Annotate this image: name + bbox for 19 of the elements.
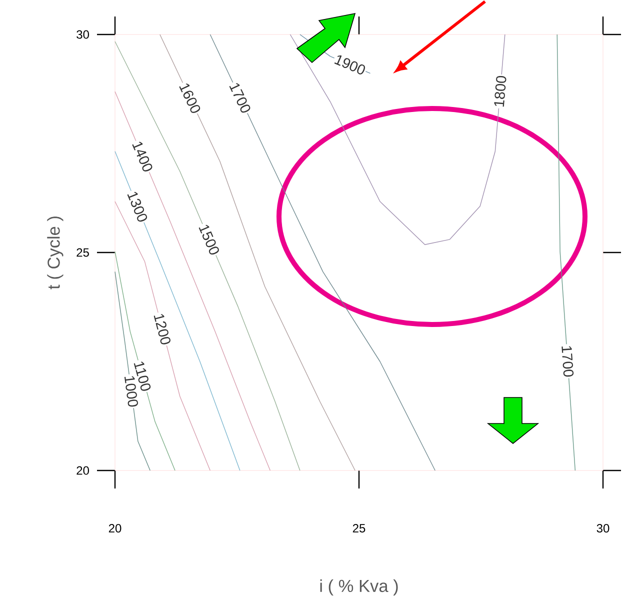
x-axis-title: i ( % Kva ) bbox=[320, 580, 398, 596]
text: 1400 bbox=[132, 142, 152, 172]
x-tick-label: 30 bbox=[596, 524, 610, 533]
text: 1600 bbox=[179, 84, 200, 114]
x-tick-label: 20 bbox=[108, 524, 122, 533]
text: 1300 bbox=[127, 192, 148, 222]
text: 1700 bbox=[229, 83, 250, 113]
text: 1500 bbox=[198, 225, 219, 255]
text: 1700 bbox=[562, 346, 574, 377]
text: 1900 bbox=[334, 56, 366, 75]
y-tick-label: 30 bbox=[76, 30, 89, 39]
text: 1200 bbox=[154, 314, 170, 345]
text: 1800 bbox=[494, 76, 506, 107]
line-series bbox=[290, 34, 506, 246]
y-axis-title: t ( Cycle ) bbox=[47, 216, 64, 290]
line-series bbox=[114, 41, 300, 472]
y-tick-label: 20 bbox=[76, 466, 89, 475]
x-tick-label: 25 bbox=[352, 524, 366, 533]
y-tick-label: 25 bbox=[76, 248, 89, 257]
